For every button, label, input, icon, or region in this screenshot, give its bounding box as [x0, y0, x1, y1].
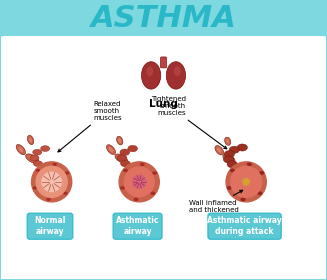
Text: Relaxed
smooth
muscles: Relaxed smooth muscles: [58, 101, 122, 152]
Ellipse shape: [118, 138, 121, 143]
Ellipse shape: [128, 145, 138, 152]
Ellipse shape: [28, 156, 36, 161]
Ellipse shape: [227, 161, 237, 168]
Ellipse shape: [247, 162, 252, 166]
Circle shape: [42, 172, 61, 192]
Ellipse shape: [229, 146, 240, 153]
Ellipse shape: [120, 149, 129, 155]
Ellipse shape: [109, 147, 113, 152]
Circle shape: [133, 175, 146, 188]
Ellipse shape: [226, 139, 229, 143]
Ellipse shape: [65, 171, 69, 175]
Ellipse shape: [46, 198, 51, 201]
Ellipse shape: [121, 160, 130, 167]
Ellipse shape: [107, 145, 115, 155]
Circle shape: [226, 162, 266, 202]
Text: Asthmatic
airway: Asthmatic airway: [116, 216, 159, 236]
Circle shape: [119, 162, 159, 202]
Ellipse shape: [223, 154, 235, 163]
Text: Lung: Lung: [149, 99, 178, 109]
Ellipse shape: [26, 154, 39, 164]
Ellipse shape: [240, 197, 246, 201]
Ellipse shape: [150, 192, 155, 195]
Ellipse shape: [16, 144, 26, 155]
Ellipse shape: [123, 169, 128, 172]
Ellipse shape: [117, 155, 127, 161]
Ellipse shape: [29, 137, 32, 143]
Ellipse shape: [225, 137, 231, 145]
Ellipse shape: [224, 151, 234, 158]
Ellipse shape: [237, 144, 248, 151]
Ellipse shape: [215, 146, 224, 155]
Ellipse shape: [33, 161, 43, 167]
Circle shape: [31, 162, 72, 202]
Circle shape: [36, 166, 67, 197]
Ellipse shape: [129, 164, 139, 170]
FancyBboxPatch shape: [208, 213, 281, 239]
Circle shape: [243, 179, 250, 185]
Ellipse shape: [134, 198, 139, 201]
Ellipse shape: [120, 186, 125, 190]
Circle shape: [124, 167, 154, 197]
Ellipse shape: [230, 169, 235, 172]
Ellipse shape: [33, 186, 37, 190]
Ellipse shape: [226, 156, 232, 161]
Circle shape: [231, 166, 262, 197]
Ellipse shape: [140, 163, 145, 166]
Ellipse shape: [33, 149, 42, 155]
Ellipse shape: [174, 67, 181, 76]
FancyBboxPatch shape: [0, 35, 327, 280]
Ellipse shape: [166, 62, 185, 89]
Ellipse shape: [41, 146, 50, 151]
Ellipse shape: [117, 136, 123, 145]
Ellipse shape: [115, 154, 128, 163]
Ellipse shape: [63, 192, 68, 195]
Ellipse shape: [257, 191, 263, 195]
Ellipse shape: [36, 169, 40, 172]
Text: Wall inflamed
and thickened: Wall inflamed and thickened: [189, 190, 243, 213]
Text: Normal
airway: Normal airway: [34, 216, 66, 236]
Text: ASTHMA: ASTHMA: [91, 4, 236, 34]
Ellipse shape: [142, 62, 161, 89]
Ellipse shape: [42, 164, 51, 170]
Ellipse shape: [27, 135, 34, 144]
Ellipse shape: [52, 163, 57, 166]
Ellipse shape: [146, 67, 153, 76]
Ellipse shape: [223, 156, 234, 163]
FancyBboxPatch shape: [27, 213, 73, 239]
Ellipse shape: [118, 156, 125, 161]
FancyBboxPatch shape: [161, 57, 166, 68]
Ellipse shape: [234, 164, 245, 171]
FancyBboxPatch shape: [113, 213, 162, 239]
Ellipse shape: [18, 147, 23, 152]
Ellipse shape: [30, 155, 39, 161]
Ellipse shape: [152, 171, 157, 175]
Text: Tightened
smooth
muscles: Tightened smooth muscles: [151, 96, 227, 149]
Text: Asthmatic airway
during attack: Asthmatic airway during attack: [207, 216, 282, 236]
Ellipse shape: [217, 148, 222, 153]
Ellipse shape: [259, 171, 264, 175]
Ellipse shape: [227, 186, 232, 190]
